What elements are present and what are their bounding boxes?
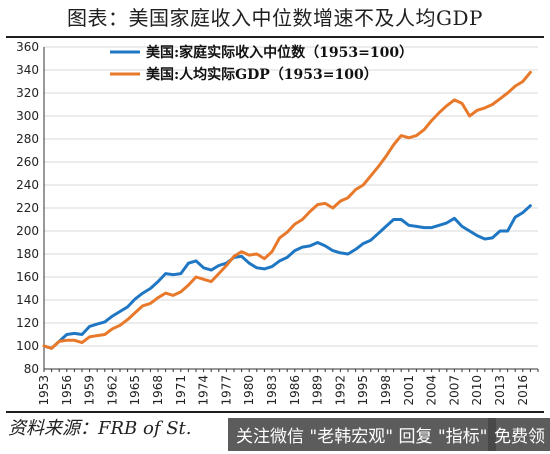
legend: 美国:家庭实际收入中位数（1953=100） 美国:人均实际GDP（1953=10… — [110, 44, 413, 83]
watermark-right: 免费领 — [488, 418, 550, 451]
y-tick-label: 120 — [16, 316, 39, 330]
x-tick-label: 1998 — [379, 375, 393, 406]
x-tick-label: 1959 — [83, 375, 97, 406]
x-tick-label: 2013 — [493, 375, 507, 406]
x-tick-label: 1953 — [37, 375, 51, 406]
y-tick-label: 80 — [24, 362, 39, 376]
y-tick-label: 340 — [16, 63, 39, 77]
gridlines — [44, 46, 538, 347]
y-tick-label: 300 — [16, 109, 39, 123]
y-tick-label: 180 — [16, 247, 39, 261]
source-divider — [6, 411, 544, 413]
x-tick-label: 1974 — [197, 375, 211, 406]
series-line-household-income — [42, 204, 532, 350]
y-tick-label: 200 — [16, 224, 39, 238]
x-tick-label: 1971 — [174, 375, 188, 406]
y-tick-label: 260 — [16, 155, 39, 169]
x-tick-label: 1956 — [60, 375, 74, 406]
x-tick-label: 1962 — [105, 375, 119, 406]
title-divider — [6, 36, 544, 38]
x-tick-label: 2016 — [516, 375, 530, 406]
watermark-left: 关注微信 "老韩宏观" 回复 "指标" — [228, 418, 496, 451]
y-tick-label: 280 — [16, 132, 39, 146]
x-tick-label: 2004 — [425, 375, 439, 406]
y-tick-label: 320 — [16, 86, 39, 100]
x-tick-label: 2007 — [447, 375, 461, 406]
line-chart: 80 100 120 140 160 180 200 220 240 260 280 300 320 34… — [16, 40, 539, 406]
x-tick-label: 2010 — [470, 375, 484, 406]
axes: 80 100 120 140 160 180 200 220 240 260 280 300 320 34… — [16, 40, 539, 406]
series-lines — [42, 70, 532, 350]
y-tick-label: 220 — [16, 201, 39, 215]
x-tick-label: 2001 — [402, 375, 416, 406]
x-tick-label: 1989 — [311, 375, 325, 406]
chart-title: 图表：美国家庭收入中位数增速不及人均GDP — [67, 6, 483, 30]
x-tick-label: 1968 — [151, 375, 165, 406]
source-note: 资料来源：FRB of St. — [8, 418, 192, 439]
x-tick-label: 1965 — [128, 375, 142, 406]
x-tick-label: 1977 — [219, 375, 233, 406]
x-tick-label: 1986 — [288, 375, 302, 406]
series-line-gdp-per-capita — [42, 70, 532, 350]
x-tick-label: 1995 — [356, 375, 370, 406]
legend-label: 美国:人均实际GDP（1953=100） — [146, 66, 378, 83]
y-tick-label: 160 — [16, 270, 39, 284]
y-tick-label: 360 — [16, 40, 39, 54]
x-tick-label: 1980 — [242, 375, 256, 406]
y-tick-label: 100 — [16, 339, 39, 353]
legend-label: 美国:家庭实际收入中位数（1953=100） — [146, 44, 413, 61]
y-tick-label: 240 — [16, 178, 39, 192]
y-tick-label: 140 — [16, 293, 39, 307]
x-tick-label: 1983 — [265, 375, 279, 406]
watermark: 关注微信 "老韩宏观" 回复 "指标" 免费领 — [0, 418, 550, 454]
x-tick-label: 1992 — [333, 375, 347, 406]
